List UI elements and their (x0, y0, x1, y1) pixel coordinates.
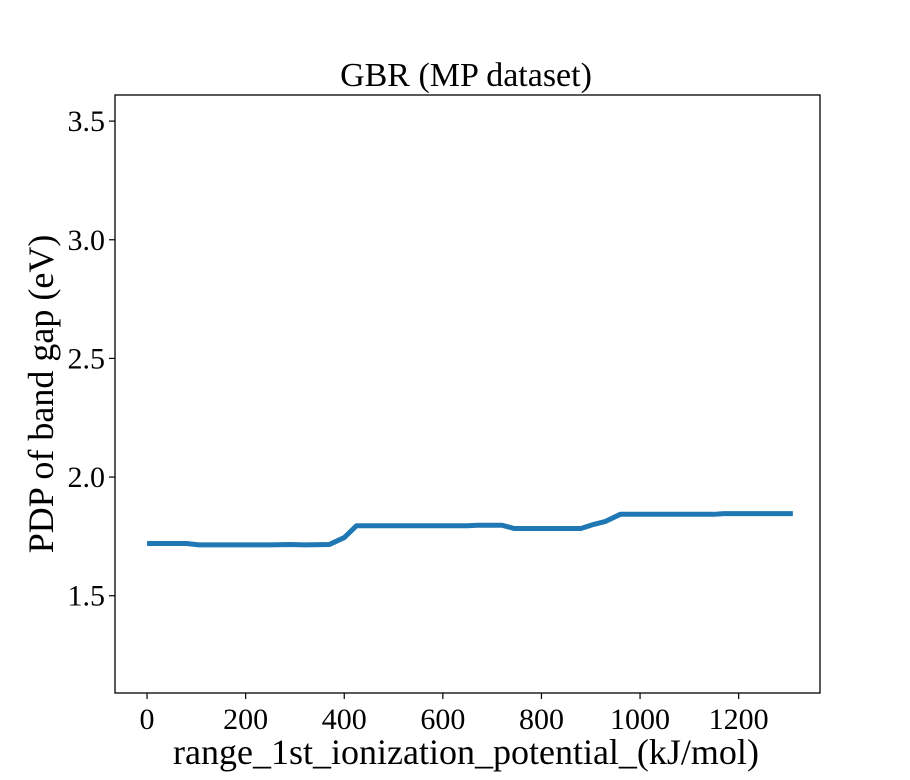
x-tick-label: 600 (420, 703, 465, 736)
x-tick-label: 1000 (610, 703, 670, 736)
x-tick-label: 800 (519, 703, 564, 736)
y-tick-label: 2.5 (68, 342, 106, 375)
plot-area (147, 511, 793, 548)
plot-frame (114, 94, 821, 694)
y-tick-label: 3.0 (68, 224, 106, 257)
y-tick-label: 2.0 (68, 461, 106, 494)
x-axis-label: range_1st_ionization_potential_(kJ/mol) (173, 732, 759, 772)
series-line-0 (147, 511, 793, 548)
x-tick-label: 200 (223, 703, 268, 736)
x-tick-label: 0 (140, 703, 155, 736)
x-tick-label: 1200 (709, 703, 769, 736)
x-tick-label: 400 (322, 703, 367, 736)
y-tick-label: 3.5 (68, 105, 106, 138)
chart-title: GBR (MP dataset) (340, 57, 592, 94)
y-tick-label: 1.5 (68, 580, 106, 613)
y-axis: 1.5 2.0 2.5 3.0 3.5 (68, 105, 115, 613)
x-axis: 0 200 400 600 800 1000 1200 (140, 693, 769, 736)
y-axis-label: PDP of band gap (eV) (21, 235, 61, 554)
